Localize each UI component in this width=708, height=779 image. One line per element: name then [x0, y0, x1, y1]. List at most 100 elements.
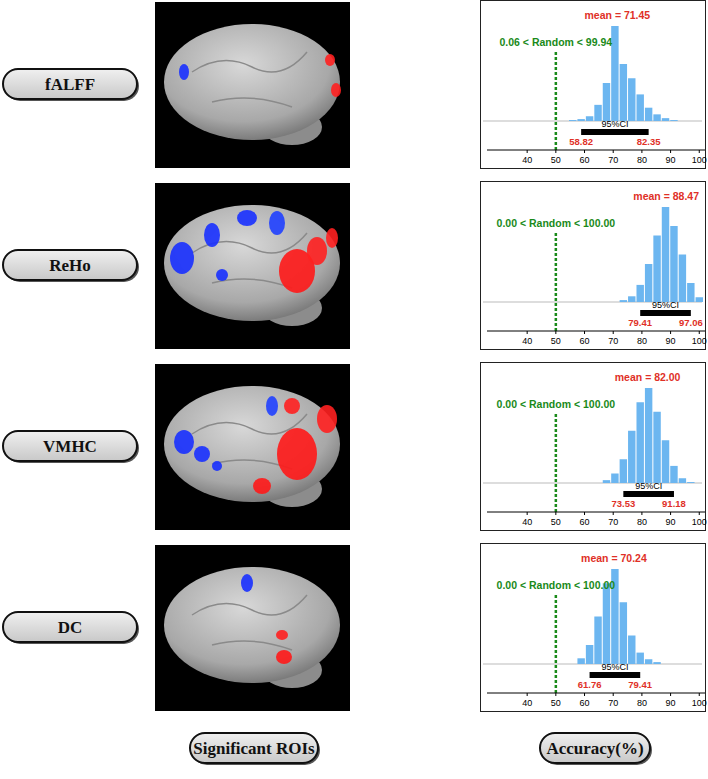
random-line — [555, 52, 558, 150]
histogram-bar — [645, 659, 652, 664]
x-tick — [613, 150, 614, 153]
x-tick-label: 60 — [580, 698, 590, 708]
x-tick-label: 90 — [666, 155, 676, 165]
histogram-bar — [687, 283, 694, 302]
histogram-bar — [645, 388, 652, 483]
pill-text: fALFF — [45, 75, 95, 94]
x-tick — [699, 150, 700, 153]
histogram-bar — [603, 583, 610, 664]
x-tick-label: 80 — [637, 155, 647, 165]
label-pill: DC — [3, 612, 139, 644]
x-tick — [670, 512, 671, 515]
brain-image — [155, 183, 350, 349]
ci-lower-label: 61.76 — [578, 679, 602, 690]
histogram-bar — [620, 64, 627, 121]
x-tick-label: 40 — [522, 517, 532, 527]
mean-label: mean = 82.00 — [615, 371, 681, 383]
x-tick — [584, 331, 585, 334]
ci-bar — [590, 672, 641, 678]
panel-frame — [481, 363, 706, 531]
bars — [603, 388, 695, 483]
x-tick — [699, 512, 700, 515]
x-tick — [641, 693, 642, 696]
random-label: 0.06 < Random < 99.94 — [500, 36, 613, 48]
image-background — [155, 183, 350, 349]
histogram-panel: 0.00 < Random < 100.00mean = 88.4795%CI7… — [481, 182, 707, 350]
random-label: 0.00 < Random < 100.00 — [497, 217, 616, 229]
histogram-bar — [636, 653, 643, 664]
image-background — [155, 2, 350, 168]
roi-blob — [276, 650, 292, 664]
roi-blob — [317, 405, 337, 433]
x-axis — [487, 150, 705, 151]
x-axis — [487, 331, 705, 332]
x-axis — [487, 512, 705, 513]
pill-text: DC — [58, 618, 83, 637]
roi-blob — [170, 242, 194, 274]
x-tick-label: 100 — [692, 698, 707, 708]
roi-blob — [284, 398, 300, 414]
histogram-bar — [662, 440, 669, 483]
histogram-bar — [653, 412, 660, 483]
histogram-bar — [620, 459, 627, 483]
ci-bar — [581, 129, 648, 135]
histogram-bar — [603, 83, 610, 121]
x-tick-label: 90 — [666, 698, 676, 708]
brain — [164, 386, 340, 502]
x-tick-label: 80 — [637, 336, 647, 346]
histogram-bar — [687, 482, 694, 483]
pill-box — [3, 69, 137, 99]
x-tick — [613, 331, 614, 334]
histogram-bar — [645, 264, 652, 302]
roi-blob — [241, 574, 253, 592]
brain-image — [155, 545, 350, 711]
histogram-bar — [628, 296, 635, 302]
histogram-bar — [653, 236, 660, 303]
roi-blob — [276, 630, 288, 640]
label-pill: fALFF — [3, 69, 139, 101]
pill-box — [3, 431, 137, 461]
x-tick — [699, 693, 700, 696]
histogram-bar — [594, 617, 601, 665]
roi-blob — [325, 54, 335, 66]
x-tick — [584, 150, 585, 153]
ci-label: 95%CI — [601, 662, 628, 672]
x-tick — [555, 693, 556, 696]
x-tick — [641, 331, 642, 334]
random-line — [555, 595, 558, 693]
x-tick-label: 50 — [551, 698, 561, 708]
histogram-bar — [670, 120, 677, 121]
histogram-bar — [645, 108, 652, 121]
histogram-bar — [603, 480, 610, 483]
histogram-bar — [628, 431, 635, 483]
histogram-bar — [662, 118, 669, 121]
histogram-bar — [696, 297, 703, 302]
ci-bar — [640, 310, 691, 316]
histogram-bar — [636, 94, 643, 121]
x-tick-label: 50 — [551, 517, 561, 527]
random-line — [555, 233, 558, 331]
roi-blob — [266, 396, 278, 416]
histogram-panel: 0.06 < Random < 99.94mean = 71.4595%CI58… — [481, 1, 707, 169]
histogram-bar — [569, 120, 576, 121]
histogram-bar — [662, 207, 669, 302]
random-line — [555, 414, 558, 512]
roi-blob — [326, 228, 338, 248]
pill-box — [3, 250, 137, 280]
roi-blob — [204, 223, 220, 247]
label-pill: VMHC — [3, 431, 139, 463]
x-tick-label: 40 — [522, 698, 532, 708]
pill-box — [540, 733, 650, 763]
roi-blob — [216, 269, 228, 281]
brain — [164, 205, 340, 321]
brain — [164, 24, 340, 140]
roi-blob — [269, 211, 285, 235]
x-tick-label: 100 — [692, 155, 707, 165]
histogram-bar — [653, 114, 660, 121]
label-pill: ReHo — [3, 250, 139, 282]
brain-image — [155, 2, 350, 168]
x-tick-label: 100 — [692, 336, 707, 346]
x-tick — [641, 512, 642, 515]
ci-lower-label: 73.53 — [611, 498, 635, 509]
image-background — [155, 364, 350, 530]
